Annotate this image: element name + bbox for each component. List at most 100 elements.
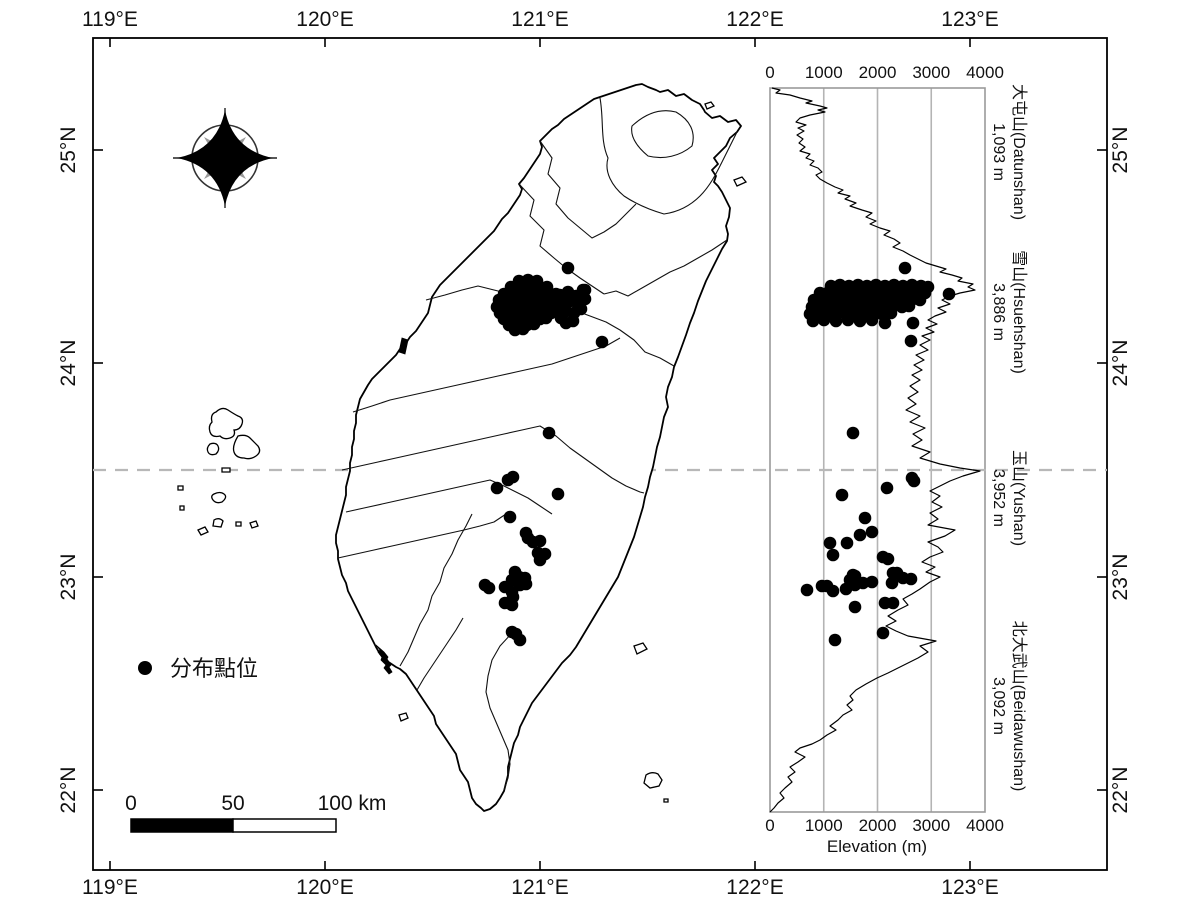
elevation-point (865, 525, 879, 539)
distribution-point (506, 470, 520, 484)
county-boundary (341, 425, 645, 494)
island (221, 467, 231, 473)
elevation-tick-label-bottom: 1000 (805, 816, 843, 835)
elevation-tick-label-top: 2000 (859, 63, 897, 82)
elevation-tick-label-top: 4000 (966, 63, 1004, 82)
distribution-point (490, 481, 504, 495)
county-boundary (631, 110, 694, 159)
lat-label-left: 22°N (57, 767, 80, 814)
elevation-profile-polyline (769, 87, 981, 813)
elevation-point (829, 314, 843, 328)
mountain-label-group: 北大武山(Beidawushan)3,092 m (990, 621, 1028, 792)
elevation-point (878, 316, 892, 330)
county-boundary (539, 140, 637, 239)
compass-rose (173, 108, 277, 208)
distribution-point (503, 510, 517, 524)
elevation-point (942, 287, 956, 301)
lon-label-bottom: 122°E (726, 876, 783, 899)
elevation-tick-label-bottom: 3000 (912, 816, 950, 835)
distribution-point (542, 426, 556, 440)
distribution-point (516, 322, 530, 336)
lon-label-bottom: 120°E (296, 876, 353, 899)
county-boundary (345, 479, 553, 515)
coast-detail-mark (375, 644, 393, 675)
mountain-name-label: 玉山(Yushan) (1010, 450, 1028, 546)
county-boundary (399, 513, 473, 667)
county-boundary (416, 617, 464, 691)
compass-black-star-icon (177, 110, 273, 206)
scale-label-0: 0 (125, 792, 137, 815)
mountain-labels: 大屯山(Datunshan)1,093 m 雪山(Hsuehshan)3,886 … (990, 84, 1028, 791)
lat-label-right: 23°N (1109, 554, 1132, 601)
elevation-point (876, 626, 890, 640)
mountain-name-label: 大屯山(Datunshan) (1010, 84, 1028, 220)
elevation-point (800, 583, 814, 597)
elevation-gridlines (769, 87, 986, 813)
elevation-tick-label-top: 1000 (805, 63, 843, 82)
lat-label-left: 24°N (57, 340, 80, 387)
elevation-panel-border (769, 87, 986, 813)
elevation-point (884, 306, 898, 320)
island (704, 101, 716, 110)
elevation-point (902, 299, 916, 313)
distribution-point (595, 335, 609, 349)
mountain-label-group: 雪山(Hsuehshan)3,886 m (990, 250, 1028, 374)
scale-bar-black-segment (130, 818, 234, 833)
elevation-axis-labels: 0 0 1000 1000 2000 2000 3000 3000 4000 4000 (765, 63, 1004, 835)
elevation-point (840, 536, 854, 550)
county-boundary (337, 513, 507, 559)
lon-label-bottom: 123°E (941, 876, 998, 899)
distribution-point (482, 581, 496, 595)
elevation-point (885, 576, 899, 590)
taiwan-main-island (335, 83, 742, 812)
island (249, 520, 259, 529)
island (235, 521, 242, 527)
elevation-point (828, 633, 842, 647)
elevation-point (865, 575, 879, 589)
distribution-point (505, 598, 519, 612)
distribution-point (533, 534, 547, 548)
lat-label-left: 23°N (57, 554, 80, 601)
island (211, 491, 227, 504)
elevation-point (806, 314, 820, 328)
taiwan-coastline (335, 83, 742, 812)
island (232, 434, 261, 460)
elevation-point (898, 261, 912, 275)
mountain-elevation-label: 3,952 m (990, 469, 1007, 527)
island (633, 642, 648, 655)
mountain-elevation-label: 1,093 m (990, 123, 1007, 181)
elevation-point (881, 552, 895, 566)
elevation-point (907, 474, 921, 488)
distribution-point (566, 314, 580, 328)
county-boundary (599, 97, 738, 215)
elevation-point (853, 314, 867, 328)
lon-label-top: 123°E (941, 8, 998, 31)
elevation-points (800, 261, 956, 647)
scale-bar: 0 50 100 km (125, 792, 387, 833)
distribution-point (561, 261, 575, 275)
elevation-point (886, 596, 900, 610)
scale-label-100km: 100 km (318, 792, 387, 815)
island (212, 518, 224, 528)
county-boundary (352, 337, 621, 413)
distribution-points (478, 261, 609, 647)
lat-label-right: 25°N (1109, 127, 1132, 174)
axis-ticks-and-labels: 119°E 119°E 120°E 120°E 121°E 121°E 122°E 122°E… (57, 8, 1132, 899)
legend-dot-icon (138, 661, 152, 675)
island (206, 442, 220, 456)
elevation-point (848, 600, 862, 614)
elevation-point (906, 316, 920, 330)
county-boundary (603, 239, 728, 297)
elevation-point (817, 313, 831, 327)
elevation-point (823, 536, 837, 550)
distribution-point (519, 577, 533, 591)
offshore-islands (177, 101, 748, 803)
elevation-tick-label-top: 3000 (912, 63, 950, 82)
island (179, 505, 185, 511)
lat-label-right: 22°N (1109, 767, 1132, 814)
elevation-point (846, 426, 860, 440)
island (208, 407, 244, 440)
mountain-name-label: 雪山(Hsuehshan) (1010, 250, 1028, 374)
lon-label-bottom: 119°E (82, 876, 138, 899)
island (733, 176, 748, 187)
